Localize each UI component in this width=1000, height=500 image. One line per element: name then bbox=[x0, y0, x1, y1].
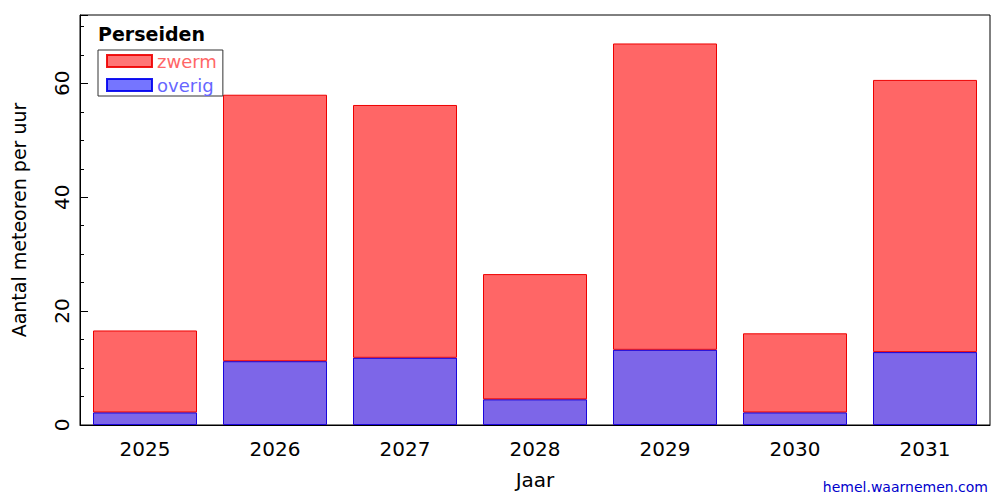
svg-text:overig: overig bbox=[157, 75, 214, 96]
svg-text:0: 0 bbox=[50, 419, 74, 432]
svg-text:60: 60 bbox=[50, 71, 74, 96]
svg-text:2027: 2027 bbox=[380, 437, 431, 461]
svg-text:2025: 2025 bbox=[120, 437, 171, 461]
svg-text:20: 20 bbox=[50, 298, 74, 323]
svg-text:Jaar: Jaar bbox=[514, 468, 555, 492]
svg-text:2026: 2026 bbox=[250, 437, 301, 461]
svg-text:Aantal meteoren per uur: Aantal meteoren per uur bbox=[8, 102, 30, 337]
svg-text:2030: 2030 bbox=[770, 437, 821, 461]
svg-text:hemel.waarnemen.com: hemel.waarnemen.com bbox=[823, 479, 988, 495]
svg-text:40: 40 bbox=[50, 184, 74, 209]
svg-text:Perseiden: Perseiden bbox=[98, 23, 205, 45]
svg-text:2031: 2031 bbox=[900, 437, 951, 461]
svg-text:zwerm: zwerm bbox=[157, 51, 217, 72]
svg-text:2029: 2029 bbox=[640, 437, 691, 461]
svg-text:2028: 2028 bbox=[510, 437, 561, 461]
